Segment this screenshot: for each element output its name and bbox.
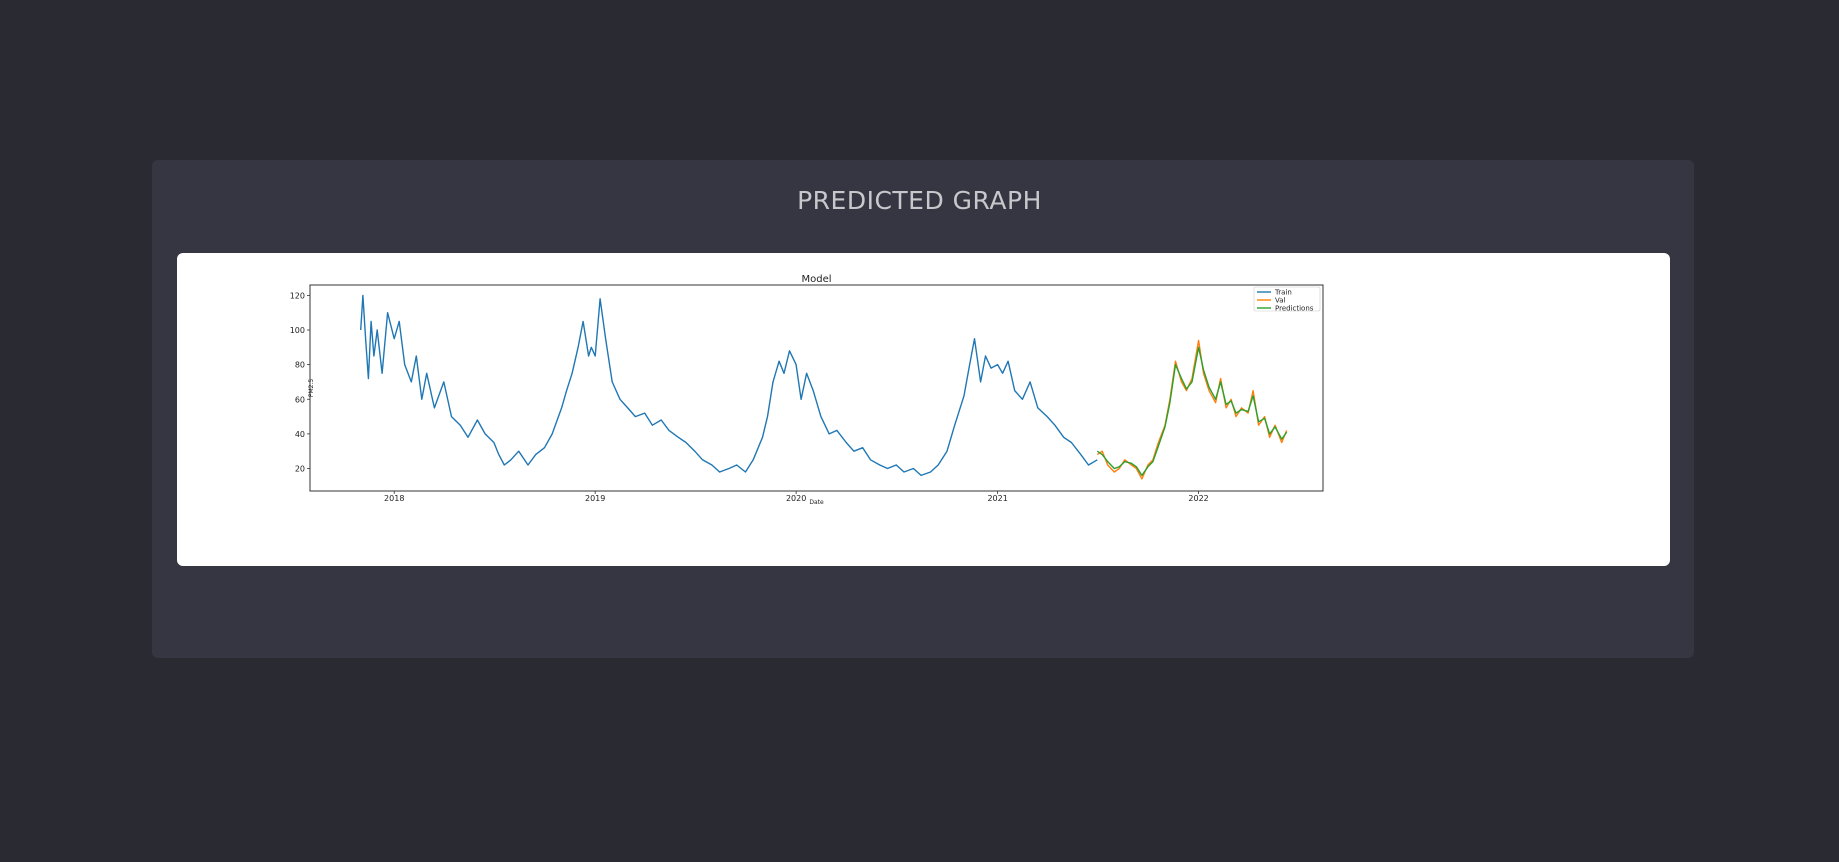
x-tick-label: 2021	[987, 494, 1007, 503]
plot-frame	[309, 284, 1324, 492]
legend-label-predictions: Predictions	[1275, 305, 1314, 313]
legend-label-train: Train	[1274, 289, 1292, 297]
x-tick-label: 2020	[786, 494, 806, 503]
series-line-train	[360, 294, 1098, 477]
y-tick-label: 80	[295, 361, 305, 370]
series-line-val	[1096, 339, 1288, 480]
y-tick-label: 60	[295, 395, 305, 404]
y-axis-label: PM2.5	[308, 379, 315, 398]
y-tick-label: 20	[295, 464, 305, 473]
x-axis-label: Date	[809, 499, 824, 506]
x-tick-label: 2019	[585, 494, 605, 503]
legend-box	[1253, 286, 1321, 312]
y-tick-label: 40	[295, 430, 305, 439]
x-tick-label: 2018	[384, 494, 404, 503]
y-tick-label: 100	[290, 326, 305, 335]
axis-ticks: 20 40 60 80 100 120 2018 2019 2020 2021 2022	[290, 291, 1209, 503]
page-title: PREDICTED GRAPH	[797, 186, 1042, 215]
chart-title: Model	[801, 274, 831, 285]
chart-panel: Model Date PM2.5 20 40 60 80 100 120 2018 2019 2…	[177, 253, 1670, 566]
series-line-predictions	[1096, 346, 1288, 477]
series-lines	[360, 294, 1288, 480]
legend-label-val: Val	[1275, 297, 1286, 305]
y-tick-label: 120	[290, 291, 305, 300]
x-tick-label: 2022	[1188, 494, 1208, 503]
